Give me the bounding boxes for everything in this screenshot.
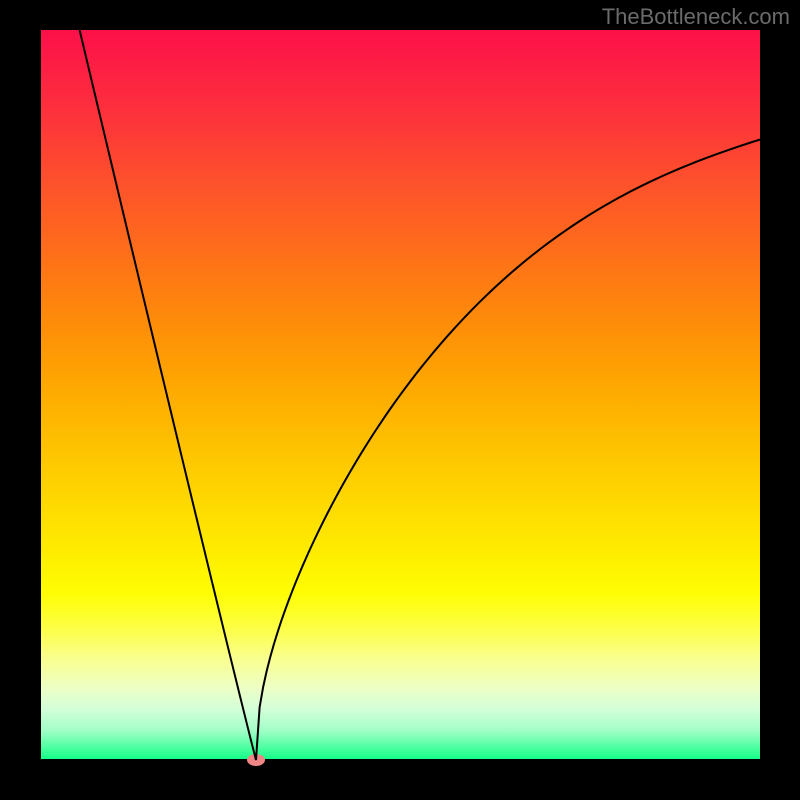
- chart-container: TheBottleneck.com: [0, 0, 800, 800]
- bottleneck-chart: [0, 0, 800, 800]
- watermark-text: TheBottleneck.com: [602, 4, 790, 30]
